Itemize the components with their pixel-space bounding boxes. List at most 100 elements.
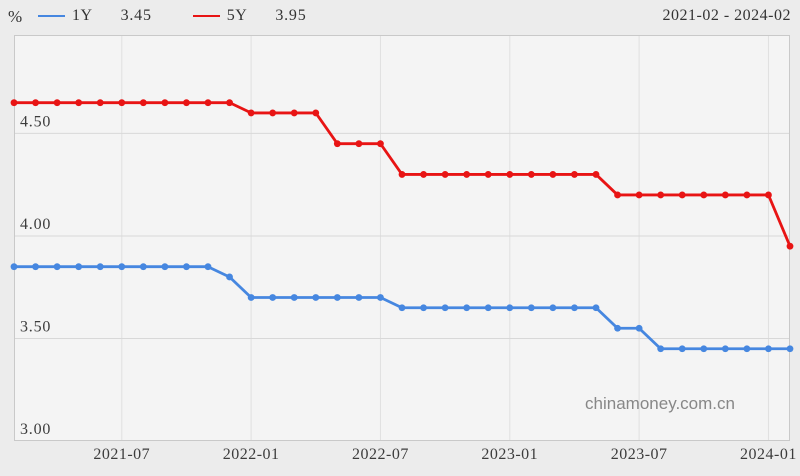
- data-point-1y: [75, 263, 83, 271]
- data-point-5y: [96, 99, 104, 107]
- data-point-1y: [161, 263, 169, 271]
- data-point-1y: [53, 263, 61, 271]
- data-point-5y: [398, 171, 406, 178]
- data-point-5y: [743, 191, 751, 199]
- data-point-1y: [549, 304, 557, 312]
- data-point-1y: [527, 304, 535, 312]
- data-point-5y: [592, 171, 600, 178]
- data-point-5y: [635, 191, 643, 199]
- data-point-1y: [678, 345, 686, 353]
- data-point-1y: [463, 304, 471, 312]
- data-point-1y: [204, 263, 212, 271]
- data-point-5y: [355, 140, 363, 148]
- data-point-5y: [32, 99, 39, 107]
- data-point-1y: [10, 263, 18, 271]
- data-point-1y: [290, 294, 298, 301]
- data-point-5y: [75, 99, 83, 107]
- data-point-5y: [441, 171, 449, 178]
- data-point-5y: [657, 191, 665, 199]
- data-point-5y: [290, 109, 298, 117]
- y-tick-label: 3.50: [20, 318, 51, 335]
- data-point-1y: [441, 304, 449, 312]
- data-point-5y: [786, 242, 794, 250]
- data-point-1y: [786, 345, 794, 353]
- legend-item-5y[interactable]: 5Y 3.95: [192, 7, 307, 25]
- data-point-1y: [269, 294, 277, 301]
- legend-value-1y: 3.45: [120, 7, 152, 24]
- plot-area: 3.00 3.50 4.00 4.50: [10, 35, 794, 441]
- plot-background: [14, 35, 790, 441]
- data-point-5y: [484, 171, 492, 178]
- data-point-1y: [635, 324, 643, 332]
- data-point-5y: [183, 99, 190, 107]
- legend: 1Y 3.45 5Y 3.95: [38, 7, 307, 25]
- data-point-1y: [700, 345, 708, 353]
- data-point-5y: [506, 171, 514, 178]
- y-tick-label: 4.50: [20, 113, 51, 130]
- data-point-1y: [420, 304, 427, 312]
- legend-name-1y: 1Y: [72, 7, 93, 24]
- x-tick-label: 2023-07: [610, 446, 668, 463]
- data-point-1y: [355, 294, 363, 301]
- x-tick-label: 2022-07: [352, 446, 409, 463]
- data-point-5y: [53, 99, 61, 107]
- data-point-1y: [571, 304, 578, 312]
- data-point-1y: [614, 324, 621, 332]
- date-range-label: 2021-02 - 2024-02: [662, 7, 791, 24]
- data-point-1y: [139, 263, 147, 271]
- y-tick-label: 3.00: [20, 421, 51, 438]
- data-point-5y: [463, 171, 471, 178]
- data-point-1y: [32, 263, 39, 271]
- data-point-5y: [312, 109, 320, 117]
- data-point-5y: [700, 191, 708, 199]
- data-point-1y: [592, 304, 600, 312]
- chart-header: % 1Y 3.45 5Y 3.95 2021-02 - 2024-02: [0, 0, 800, 35]
- chart-canvas: 3.00 3.50 4.00 4.50: [10, 35, 794, 441]
- data-point-5y: [204, 99, 212, 107]
- data-point-1y: [312, 294, 320, 301]
- data-point-1y: [506, 304, 514, 312]
- data-point-1y: [484, 304, 492, 312]
- data-point-1y: [333, 294, 341, 301]
- data-point-5y: [161, 99, 169, 107]
- data-point-5y: [420, 171, 427, 178]
- data-point-5y: [549, 171, 557, 178]
- data-point-1y: [398, 304, 406, 312]
- x-tick-label: 2022-01: [222, 446, 280, 463]
- legend-swatch-1y-icon: [38, 15, 65, 17]
- data-point-1y: [721, 345, 729, 353]
- data-point-5y: [10, 99, 18, 107]
- data-point-5y: [333, 140, 341, 148]
- data-point-5y: [118, 99, 126, 107]
- x-axis: 2021-07 2022-01 2022-07 2023-01 2023-07 2024-…: [0, 446, 800, 468]
- x-tick-label: 2024-01: [740, 446, 797, 463]
- data-point-1y: [118, 263, 126, 271]
- y-axis-unit-label: %: [8, 7, 23, 26]
- x-tick-label: 2023-01: [481, 446, 539, 463]
- data-point-5y: [614, 191, 621, 199]
- data-point-1y: [183, 263, 190, 271]
- x-tick-label: 2021-07: [93, 446, 151, 463]
- data-point-5y: [377, 140, 384, 148]
- legend-value-5y: 3.95: [275, 7, 307, 24]
- data-point-5y: [269, 109, 277, 117]
- legend-swatch-5y-icon: [192, 15, 220, 17]
- data-point-1y: [657, 345, 665, 353]
- data-point-1y: [377, 294, 384, 301]
- data-point-1y: [247, 294, 255, 301]
- data-point-5y: [226, 99, 233, 107]
- legend-name-5y: 5Y: [226, 7, 248, 24]
- legend-item-1y[interactable]: 1Y 3.45: [38, 7, 152, 25]
- data-point-5y: [571, 171, 578, 178]
- data-point-5y: [527, 171, 535, 178]
- data-point-1y: [96, 263, 104, 271]
- data-point-5y: [721, 191, 729, 199]
- data-point-1y: [743, 345, 751, 353]
- data-point-5y: [678, 191, 686, 199]
- data-point-1y: [765, 345, 772, 353]
- watermark: chinamoney.com.cn: [585, 394, 735, 413]
- data-point-5y: [247, 109, 255, 117]
- data-point-1y: [226, 273, 233, 281]
- data-point-5y: [765, 191, 772, 199]
